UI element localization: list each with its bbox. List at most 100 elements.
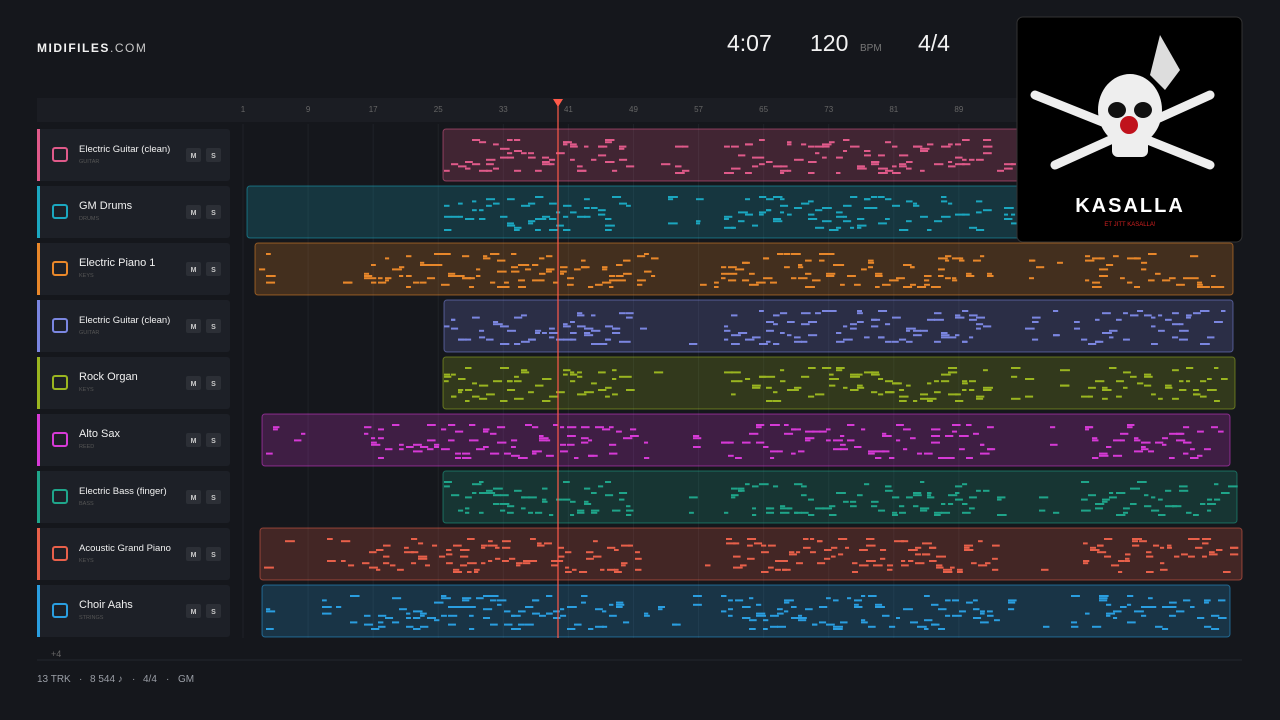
note — [626, 375, 632, 378]
button-bg[interactable] — [186, 433, 201, 447]
note — [854, 446, 862, 448]
note — [759, 375, 766, 378]
note — [626, 165, 635, 168]
note — [577, 312, 583, 315]
note — [952, 277, 957, 280]
mute-button[interactable]: M — [191, 438, 197, 445]
button-bg[interactable] — [206, 319, 221, 333]
mute-button[interactable]: M — [191, 210, 197, 217]
note — [1214, 498, 1221, 501]
note — [759, 213, 764, 216]
note — [836, 211, 843, 214]
note — [448, 272, 456, 275]
note — [920, 150, 929, 152]
solo-button[interactable]: S — [211, 267, 216, 274]
button-bg[interactable] — [186, 262, 201, 276]
button-bg[interactable] — [206, 490, 221, 504]
note — [787, 321, 793, 323]
note — [980, 612, 985, 615]
button-bg[interactable] — [206, 205, 221, 219]
button-bg[interactable] — [186, 547, 201, 561]
button-bg[interactable] — [186, 604, 201, 618]
note — [962, 382, 968, 385]
mute-button[interactable]: M — [191, 324, 197, 331]
solo-button[interactable]: S — [211, 210, 216, 217]
solo-button[interactable]: S — [211, 495, 216, 502]
note — [843, 204, 852, 207]
note — [476, 597, 484, 600]
note — [791, 606, 797, 608]
note — [742, 261, 750, 264]
mute-button[interactable]: M — [191, 153, 197, 160]
note — [731, 314, 738, 317]
note — [1214, 367, 1219, 369]
note — [472, 382, 477, 385]
note — [738, 487, 745, 490]
solo-button[interactable]: S — [211, 438, 216, 445]
note — [747, 557, 755, 560]
mute-button[interactable]: M — [191, 267, 197, 274]
footer-notes: 8 544 ♪ — [90, 674, 123, 685]
solo-button[interactable]: S — [211, 324, 216, 331]
solo-button[interactable]: S — [211, 153, 216, 160]
mute-button[interactable]: M — [191, 552, 197, 559]
mute-button[interactable]: M — [191, 609, 197, 616]
note — [602, 428, 611, 431]
button-bg[interactable] — [186, 490, 201, 504]
note — [483, 617, 491, 619]
note — [766, 329, 774, 332]
album-title: KASALLA — [1075, 195, 1185, 217]
button-bg[interactable] — [186, 205, 201, 219]
note — [444, 229, 452, 231]
button-bg[interactable] — [206, 262, 221, 276]
note — [959, 448, 965, 451]
note — [962, 503, 968, 505]
note — [497, 286, 507, 288]
mute-button[interactable]: M — [191, 381, 197, 388]
note — [1158, 397, 1163, 400]
note — [1109, 336, 1114, 339]
note — [490, 452, 500, 455]
button-bg[interactable] — [206, 604, 221, 618]
note — [724, 226, 734, 229]
note — [563, 498, 571, 501]
note — [847, 439, 855, 442]
note — [1172, 369, 1179, 372]
note — [978, 540, 983, 543]
note — [558, 546, 565, 549]
note — [542, 498, 547, 501]
note — [348, 564, 355, 567]
ruler-label: 89 — [954, 105, 963, 114]
solo-button[interactable]: S — [211, 381, 216, 388]
note — [941, 200, 948, 203]
note — [581, 426, 590, 429]
mute-button[interactable]: M — [191, 495, 197, 502]
note — [1151, 496, 1156, 499]
button-bg[interactable] — [186, 319, 201, 333]
button-bg[interactable] — [206, 433, 221, 447]
note — [364, 623, 374, 626]
note — [724, 338, 729, 341]
button-bg[interactable] — [186, 376, 201, 390]
note — [913, 145, 923, 148]
note — [530, 538, 536, 540]
duration: 4:07 — [727, 30, 772, 56]
note — [829, 384, 836, 387]
note — [696, 198, 704, 201]
button-bg[interactable] — [206, 376, 221, 390]
note — [465, 161, 473, 163]
note — [427, 264, 437, 266]
note — [861, 621, 868, 624]
button-bg[interactable] — [206, 148, 221, 162]
note — [1172, 397, 1179, 400]
track-tile — [37, 243, 230, 295]
note — [917, 452, 922, 455]
note — [535, 329, 542, 332]
button-bg[interactable] — [206, 547, 221, 561]
solo-button[interactable]: S — [211, 609, 216, 616]
note — [481, 546, 486, 549]
solo-button[interactable]: S — [211, 552, 216, 559]
button-bg[interactable] — [186, 148, 201, 162]
track-region — [261, 584, 1231, 638]
note — [598, 343, 608, 345]
